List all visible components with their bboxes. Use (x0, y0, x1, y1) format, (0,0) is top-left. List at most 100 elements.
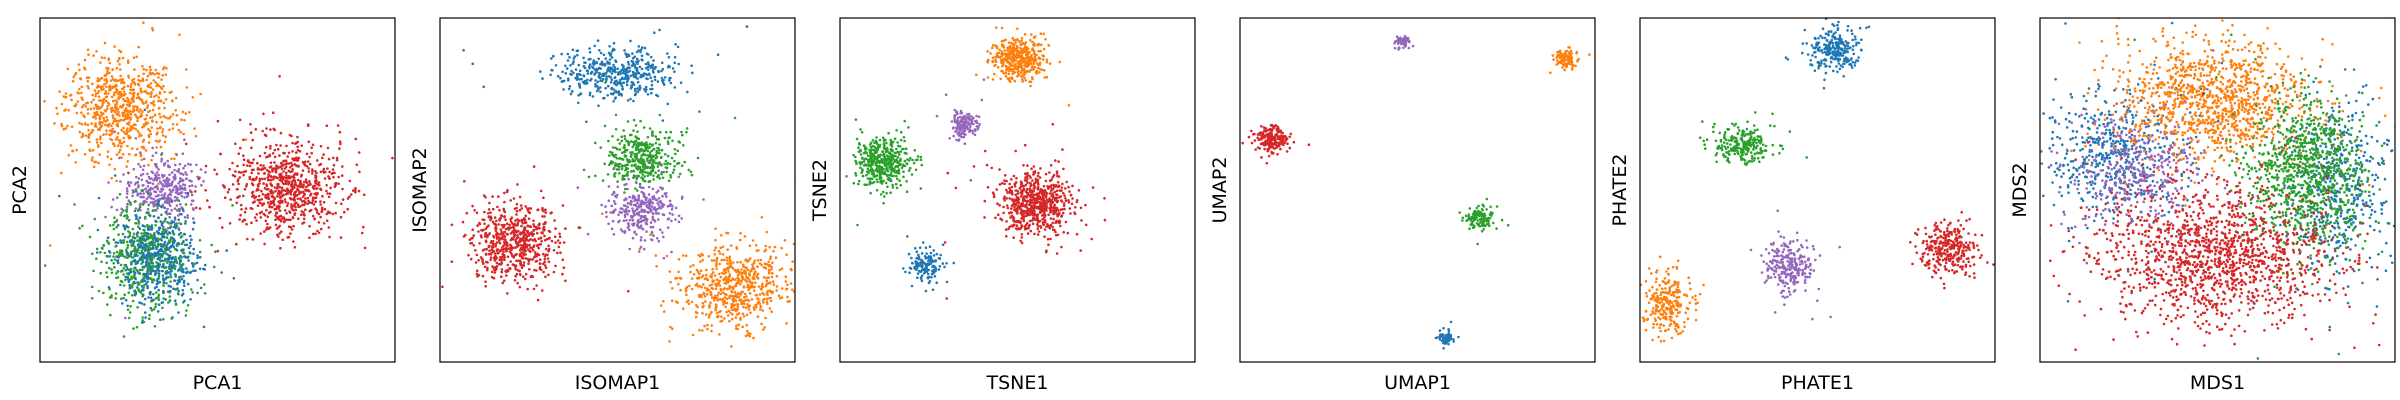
data-point (142, 192, 145, 195)
data-point (120, 207, 123, 211)
data-point (299, 205, 302, 208)
data-point (142, 228, 145, 232)
data-point (306, 160, 310, 163)
data-point (148, 109, 151, 113)
data-point (80, 111, 83, 114)
data-point (331, 168, 335, 171)
data-point (586, 72, 590, 75)
data-point (745, 313, 749, 317)
data-point (250, 191, 254, 195)
data-point (278, 201, 282, 205)
data-point (653, 31, 656, 34)
data-point (130, 262, 133, 266)
data-point (280, 186, 284, 190)
data-point (317, 212, 321, 216)
data-point (180, 212, 183, 216)
data-point (167, 284, 171, 288)
data-point (265, 127, 268, 130)
data-point (309, 194, 312, 197)
data-point (639, 168, 643, 171)
data-point (237, 182, 240, 186)
data-point (725, 256, 729, 260)
data-point (702, 198, 705, 201)
data-point (484, 285, 488, 288)
data-point (625, 80, 629, 84)
data-point (141, 278, 144, 282)
data-point (95, 141, 99, 144)
data-point (160, 157, 163, 161)
data-point (321, 194, 324, 198)
data-point (176, 269, 180, 272)
data-point (610, 78, 614, 81)
data-point (131, 299, 135, 303)
data-point (106, 124, 109, 127)
data-point (490, 248, 494, 251)
data-point (699, 269, 703, 273)
data-point (486, 268, 489, 272)
data-point (180, 235, 184, 238)
data-point (305, 165, 309, 168)
data-point (647, 63, 650, 66)
data-point (280, 230, 283, 233)
data-point (164, 277, 167, 281)
data-point (624, 210, 627, 214)
data-point (157, 303, 161, 307)
data-point (618, 162, 622, 166)
data-point (634, 187, 637, 190)
data-point (751, 265, 755, 269)
data-point (650, 154, 654, 157)
data-point (158, 269, 161, 273)
data-point (709, 290, 712, 294)
data-point (144, 316, 147, 319)
scatter-points (441, 25, 795, 348)
data-point (296, 197, 300, 201)
data-point (146, 207, 150, 211)
data-point (492, 276, 496, 280)
data-point (127, 280, 131, 284)
data-point (118, 49, 121, 52)
data-point (124, 278, 127, 282)
data-point (264, 193, 268, 197)
data-point (297, 164, 300, 168)
data-point (668, 199, 672, 203)
data-point (265, 188, 269, 191)
data-point (589, 79, 592, 82)
data-point (255, 219, 258, 222)
data-point (650, 205, 654, 208)
data-point (177, 182, 180, 185)
data-point (287, 175, 290, 178)
data-point (588, 93, 592, 97)
data-point (142, 102, 145, 105)
data-point (500, 214, 504, 218)
data-point (523, 239, 527, 242)
data-point (127, 115, 131, 119)
data-point (654, 153, 658, 157)
cluster-0 (462, 25, 749, 124)
data-point (662, 235, 665, 239)
data-point (240, 208, 243, 211)
data-point (122, 173, 125, 176)
data-point (100, 56, 104, 59)
data-point (160, 87, 164, 91)
data-point (255, 161, 259, 165)
data-point (194, 134, 198, 138)
data-point (152, 236, 156, 240)
data-point (184, 112, 188, 115)
data-point (691, 333, 695, 337)
data-point (576, 77, 580, 80)
data-point (99, 135, 102, 138)
data-point (637, 144, 641, 148)
data-point (286, 188, 289, 192)
data-point (552, 249, 556, 252)
data-point (75, 111, 79, 115)
data-point (150, 269, 153, 273)
data-point (676, 162, 679, 166)
data-point (156, 131, 159, 134)
data-point (730, 345, 733, 348)
data-point (311, 199, 315, 203)
data-point (676, 149, 679, 153)
data-point (765, 230, 769, 234)
data-point (575, 74, 579, 78)
data-point (607, 67, 610, 71)
data-point (170, 222, 173, 225)
